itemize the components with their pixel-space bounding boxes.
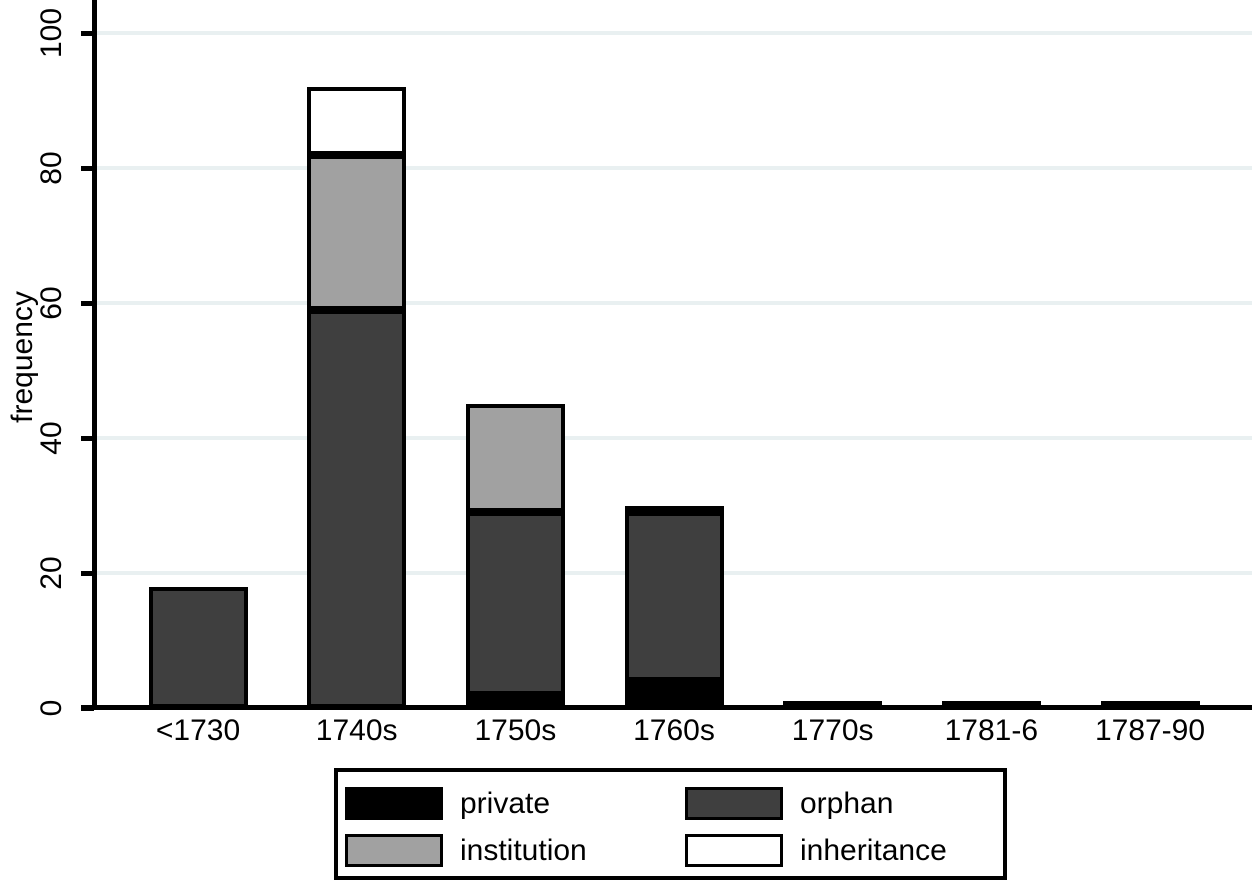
bar-segment-orphan — [465, 512, 565, 695]
x-category-label: 1740s — [315, 714, 398, 747]
y-tick-label: 0 — [35, 699, 68, 717]
bar-segment-private — [941, 701, 1041, 710]
gridline — [97, 31, 1252, 35]
legend-label: private — [460, 786, 551, 820]
bar-segment-institution — [307, 154, 407, 310]
legend-swatch-institution — [345, 834, 443, 867]
y-tick — [81, 30, 94, 36]
gridline — [97, 166, 1252, 170]
y-tick-label: 60 — [35, 286, 68, 320]
legend-entry-inheritance: inheritance — [685, 834, 1003, 867]
bar-segment-private — [1100, 701, 1200, 710]
y-tick — [81, 435, 94, 441]
y-tick — [81, 165, 94, 171]
legend-swatch-inheritance — [685, 834, 783, 867]
bar-segment-orphan — [148, 586, 248, 708]
y-tick-label: 20 — [35, 556, 68, 590]
legend-label: inheritance — [800, 833, 947, 867]
bar-segment-inheritance — [307, 87, 407, 155]
legend-label: institution — [460, 833, 587, 867]
bar-segment-orphan — [307, 309, 407, 708]
legend-label: orphan — [800, 786, 894, 820]
legend-grid: private orphan institution inheritance — [338, 772, 1003, 867]
gridline — [97, 301, 1252, 305]
legend-swatch-orphan — [685, 787, 783, 820]
bar-segment-orphan — [624, 512, 724, 681]
legend-swatch-private — [345, 787, 443, 820]
bar-segment-private — [624, 681, 724, 708]
x-category-label: 1750s — [474, 714, 557, 747]
y-tick-label: 40 — [35, 421, 68, 455]
legend-entry-private: private — [345, 787, 685, 820]
bar-segment-institution — [465, 404, 565, 513]
y-axis-line — [92, 0, 97, 710]
x-category-label: 1787-90 — [1094, 714, 1206, 747]
y-tick-label: 100 — [35, 7, 68, 59]
y-tick — [81, 705, 94, 711]
legend-entry-institution: institution — [345, 834, 685, 867]
y-tick — [81, 570, 94, 576]
y-tick-label: 80 — [35, 151, 68, 185]
gridline — [97, 436, 1252, 440]
x-category-label: 1760s — [633, 714, 715, 747]
x-category-label: 1781-6 — [944, 714, 1039, 747]
y-axis-title: frequency — [6, 291, 39, 423]
x-category-label: 1770s — [791, 714, 874, 747]
legend: private orphan institution inheritance — [334, 768, 1007, 880]
legend-entry-orphan: orphan — [685, 787, 1003, 820]
x-category-label: <1730 — [155, 714, 241, 747]
y-tick — [81, 300, 94, 306]
bar-segment-private — [783, 701, 883, 710]
bar-segment-institution — [624, 505, 724, 514]
bar-segment-private — [465, 694, 565, 708]
